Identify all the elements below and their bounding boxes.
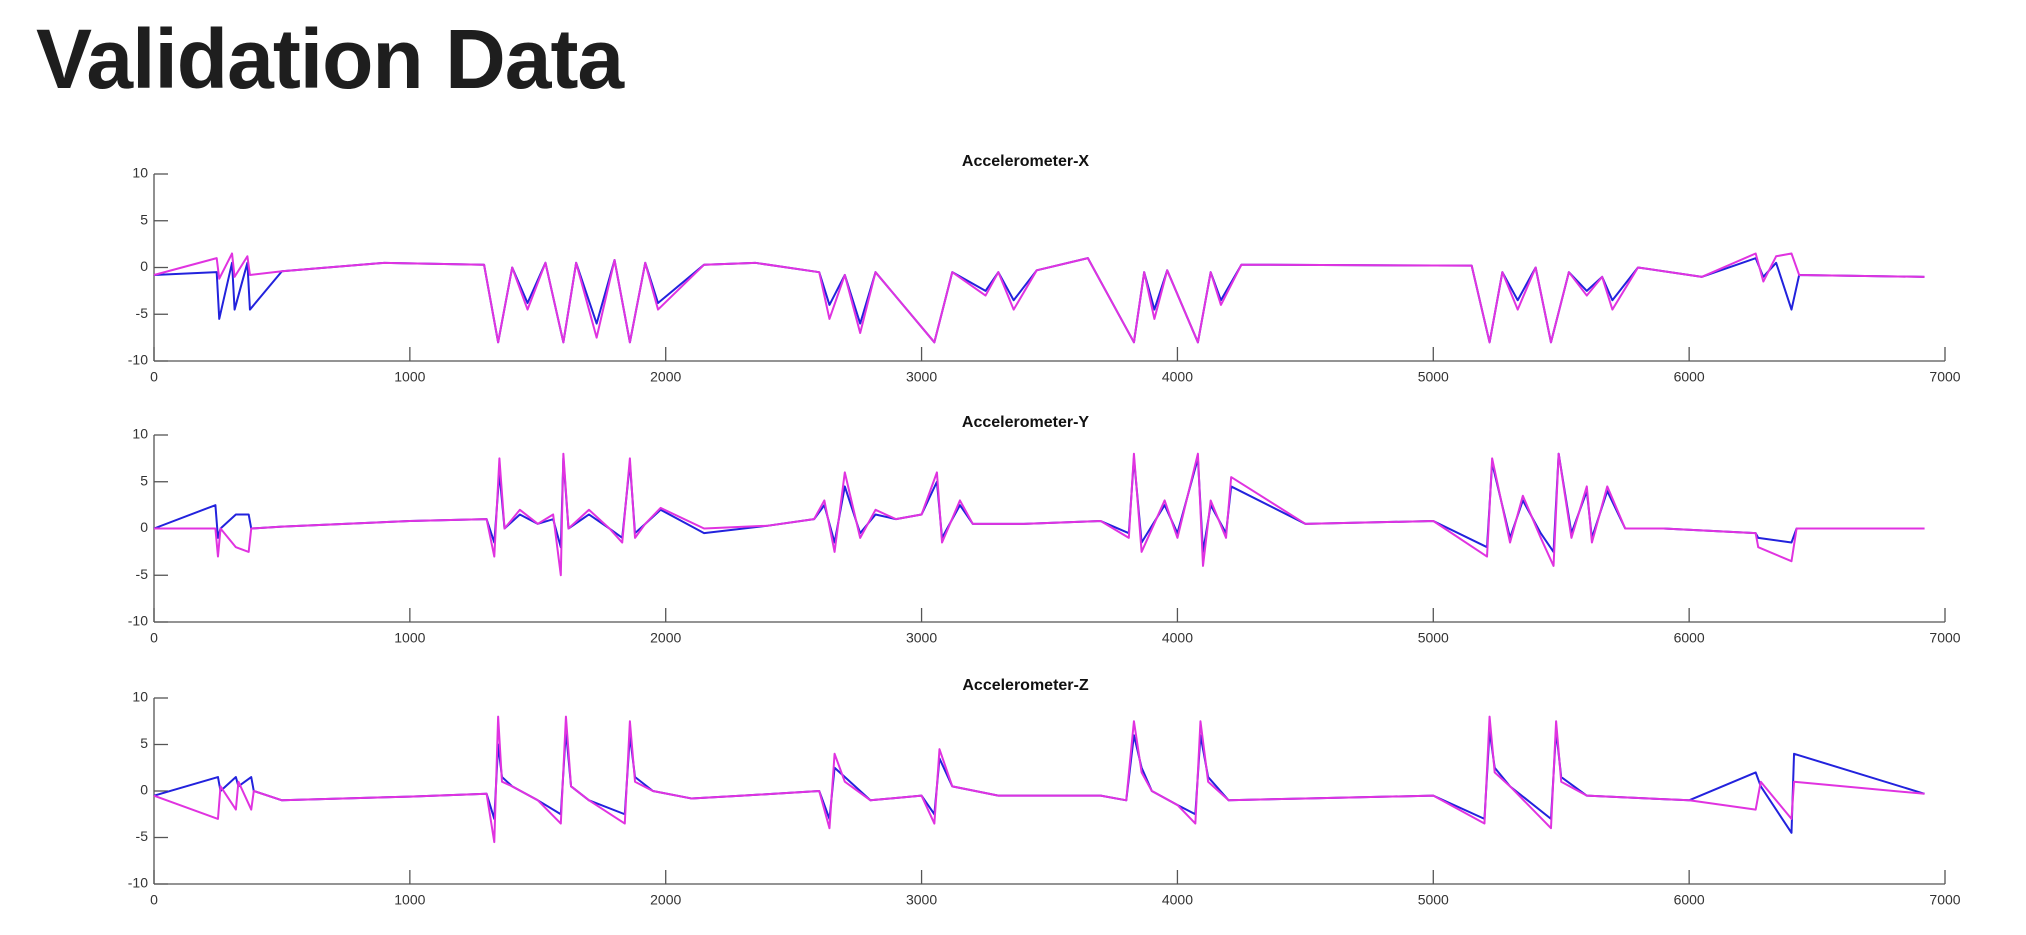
data-line	[153, 729, 1925, 834]
subplot: Accelerometer-X -10 -5 0 5 10 0 1000 2000 3000 400…	[128, 153, 1961, 384]
x-tick-label: 4000	[1162, 369, 1193, 385]
x-tick-label: 5000	[1418, 630, 1449, 646]
x-tick-label: 3000	[906, 630, 937, 646]
x-tick-label: 3000	[906, 892, 937, 908]
y-tick-label: -10	[128, 613, 148, 629]
x-tick-label: 2000	[650, 369, 681, 385]
x-tick-label: 0	[150, 892, 158, 908]
y-tick-label: 0	[140, 782, 148, 798]
subplot: Accelerometer-Y -10 -5 0 5 10 0 1000 2000 3000 400…	[128, 414, 1961, 645]
y-tick-label: 5	[140, 735, 148, 751]
y-tick-label: 5	[140, 211, 148, 227]
x-tick-label: 2000	[650, 892, 681, 908]
page-title: Validation Data	[36, 12, 625, 106]
x-tick-label: 6000	[1674, 630, 1705, 646]
x-tick-label: 7000	[1929, 369, 1960, 385]
x-tick-label: 1000	[394, 369, 425, 385]
y-tick-label: -10	[128, 875, 148, 891]
y-tick-label: -5	[136, 566, 149, 582]
data-line	[153, 452, 1925, 553]
x-tick-label: 0	[150, 369, 158, 385]
x-tick-label: 7000	[1929, 630, 1960, 646]
x-tick-label: 5000	[1418, 892, 1449, 908]
chart-title: Accelerometer-Z	[962, 677, 1089, 694]
y-tick-label: -5	[136, 305, 149, 321]
x-tick-label: 2000	[650, 630, 681, 646]
y-tick-label: 10	[132, 426, 148, 442]
y-tick-label: 10	[132, 165, 148, 181]
data-line	[153, 715, 1925, 844]
x-tick-label: 6000	[1674, 369, 1705, 385]
x-tick-label: 4000	[1162, 892, 1193, 908]
subplot: Accelerometer-Z -10 -5 0 5 10 0 1000 2000 3000 400…	[128, 677, 1961, 907]
x-tick-label: 5000	[1418, 369, 1449, 385]
data-line	[153, 252, 1925, 344]
y-tick-label: 0	[140, 519, 148, 535]
y-tick-label: 0	[140, 258, 148, 274]
y-tick-label: 10	[132, 689, 148, 705]
x-tick-label: 6000	[1674, 892, 1705, 908]
y-tick-label: -10	[128, 352, 148, 368]
x-tick-label: 4000	[1162, 630, 1193, 646]
x-tick-label: 1000	[394, 630, 425, 646]
chart-title: Accelerometer-Y	[962, 414, 1090, 431]
data-line	[154, 452, 1925, 577]
y-tick-label: -5	[136, 828, 149, 844]
chart-title: Accelerometer-X	[962, 153, 1090, 170]
x-tick-label: 0	[150, 630, 158, 646]
y-tick-label: 5	[140, 472, 148, 488]
x-tick-label: 1000	[394, 892, 425, 908]
x-tick-label: 3000	[906, 369, 937, 385]
x-tick-label: 7000	[1929, 892, 1960, 908]
